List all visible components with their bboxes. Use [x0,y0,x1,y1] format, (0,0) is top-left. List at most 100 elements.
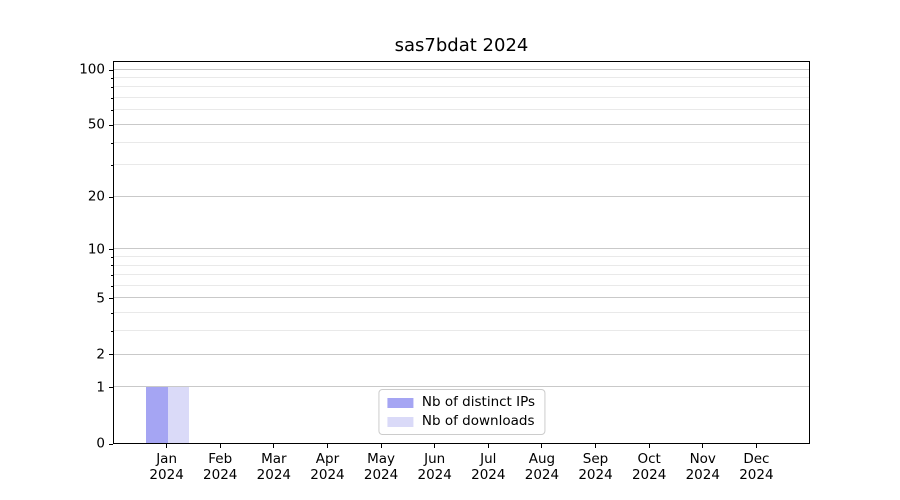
x-tick-mark [380,444,382,448]
x-tick-label-month: Apr [315,451,340,467]
y-tick-label: 0 [96,435,105,452]
gridline-major [114,386,809,388]
y-tick-mark [109,196,113,198]
gridline-major [114,123,809,125]
x-tick-label-month: Jan [156,451,178,467]
x-tick-label-year: 2024 [524,467,560,484]
x-tick-mark [326,444,328,448]
legend-item-distinct-ips: Nb of distinct IPs [386,394,536,411]
x-tick-label-year: 2024 [578,467,613,484]
gridline-major [114,68,809,70]
bar-nb-of-downloads [167,386,190,443]
x-tick-label: Sep 2024 [556,451,636,484]
gridline-minor [114,264,809,266]
x-tick-label: May 2024 [341,451,421,484]
x-tick-label-year: 2024 [417,467,452,484]
y-tick-mark [109,298,113,300]
gridline-minor [114,164,809,166]
chart-title: sas7bdat 2024 [394,35,529,56]
x-tick-mark [166,444,168,448]
x-tick-label-year: 2024 [310,467,345,484]
x-tick-mark [541,444,543,448]
y-minor-tick-mark [111,165,113,167]
gridline-minor [114,141,809,143]
y-minor-tick-mark [111,98,113,100]
y-minor-tick-mark [111,110,113,112]
x-tick-mark [487,444,489,448]
legend: Nb of distinct IPs Nb of downloads [377,389,546,435]
x-tick-label-month: Dec [743,451,770,467]
x-tick-label-month: Mar [261,451,287,467]
y-tick-label: 5 [96,290,105,307]
x-tick-label-year: 2024 [149,467,184,484]
gridline-major [114,248,809,250]
x-tick-mark [755,444,757,448]
legend-label-downloads: Nb of downloads [421,413,535,430]
x-tick-label: Nov 2024 [663,451,743,484]
x-tick-label-month: Jun [424,451,446,467]
x-tick-label: Jan 2024 [127,451,207,484]
gridline-minor [114,284,809,286]
legend-label-distinct-ips: Nb of distinct IPs [421,394,536,411]
y-tick-label: 2 [96,346,105,363]
legend-swatch-distinct-ips [386,397,413,408]
gridline-major [114,353,809,355]
y-tick-mark [109,249,113,251]
x-tick-label-month: Nov [689,451,716,467]
gridline-minor [114,255,809,257]
gridline-minor [114,330,809,332]
y-tick-label: 50 [87,116,105,133]
legend-swatch-downloads [386,416,413,427]
y-minor-tick-mark [111,256,113,258]
y-minor-tick-mark [111,78,113,80]
x-tick-label: Apr 2024 [287,451,367,484]
x-tick-label-year: 2024 [471,467,506,484]
y-minor-tick-mark [111,87,113,89]
x-tick-label-year: 2024 [631,467,667,484]
x-tick-label: Jun 2024 [395,451,475,484]
gridline-major [114,297,809,299]
x-tick-label-month: Aug [528,451,556,467]
x-tick-label-year: 2024 [685,467,720,484]
x-tick-label-year: 2024 [256,467,292,484]
x-tick-label-year: 2024 [363,467,399,484]
y-tick-label: 10 [87,240,105,257]
gridline-minor [114,77,809,79]
legend-item-downloads: Nb of downloads [386,413,535,430]
gridline-major [114,195,809,197]
y-minor-tick-mark [111,265,113,267]
x-tick-mark [434,444,436,448]
x-tick-label-month: Feb [208,451,233,467]
y-minor-tick-mark [111,285,113,287]
x-tick-label-year: 2024 [739,467,774,484]
y-minor-tick-mark [111,275,113,277]
x-tick-mark [702,444,704,448]
x-tick-label: Dec 2024 [716,451,796,484]
x-tick-mark [648,444,650,448]
gridline-minor [114,274,809,276]
x-tick-label-month: Sep [582,451,609,467]
y-tick-mark [109,443,113,445]
x-tick-label-month: May [367,451,396,467]
y-tick-label: 100 [79,61,105,78]
x-tick-mark [273,444,275,448]
gridline-minor [114,312,809,314]
x-tick-label: Oct 2024 [609,451,689,484]
x-tick-label: Jul 2024 [448,451,528,484]
x-tick-label: Aug 2024 [502,451,582,484]
y-tick-mark [109,69,113,71]
x-tick-label-month: Oct [637,451,661,467]
gridline-minor [114,109,809,111]
plot-area: Nb of distinct IPs Nb of downloads [113,61,810,444]
y-tick-mark [109,387,113,389]
y-tick-mark [109,354,113,356]
y-tick-mark [109,124,113,126]
x-tick-label: Feb 2024 [180,451,260,484]
x-tick-label: Mar 2024 [234,451,314,484]
x-tick-mark [219,444,221,448]
y-minor-tick-mark [111,331,113,333]
x-tick-label-month: Jul [480,451,497,467]
bar-nb-of-distinct-ips [146,386,168,443]
y-minor-tick-mark [111,313,113,315]
